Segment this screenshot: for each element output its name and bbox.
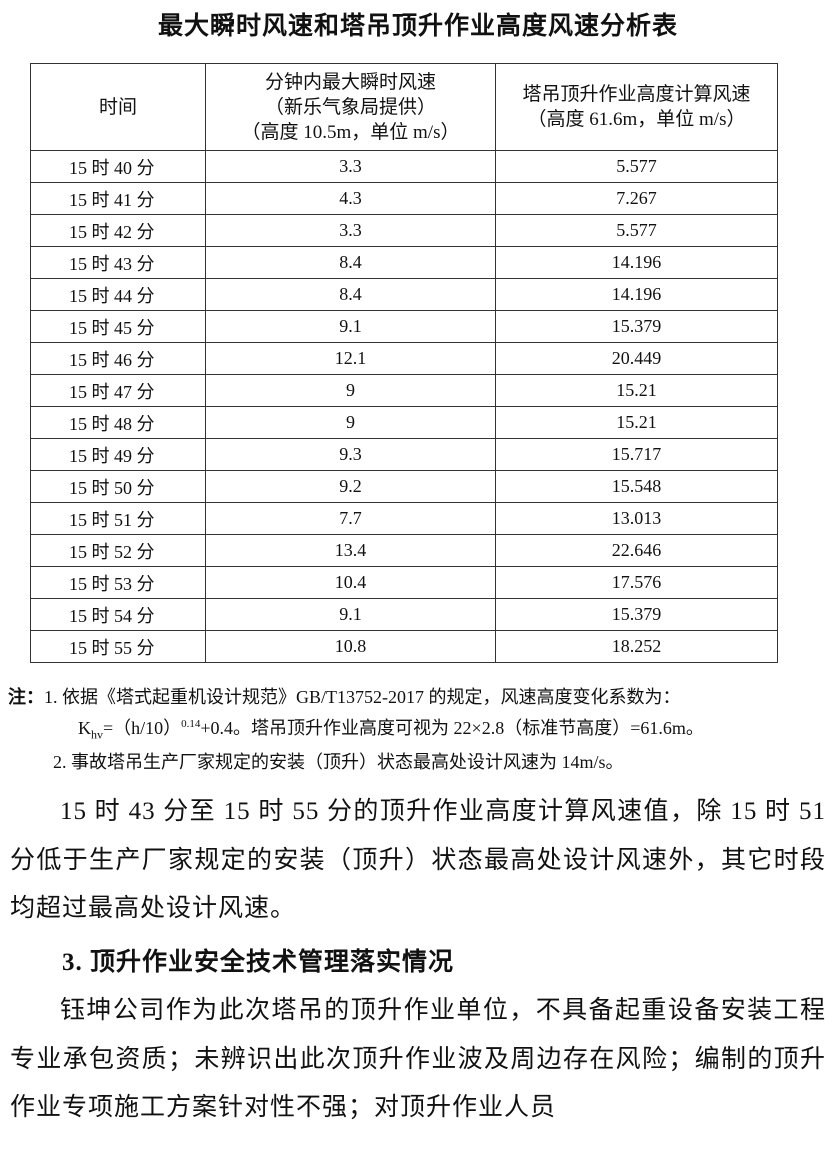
table-row: 15 时 45 分 9.1 15.379 xyxy=(30,310,778,343)
cell-measured-speed: 10.4 xyxy=(205,566,496,599)
cell-measured-speed: 3.3 xyxy=(205,150,496,183)
formula-sub: hv xyxy=(91,727,103,742)
table-row: 15 时 42 分 3.3 5.577 xyxy=(30,214,778,247)
cell-time: 15 时 42 分 xyxy=(30,214,206,247)
cell-time: 15 时 55 分 xyxy=(30,630,206,663)
cell-calculated-speed: 20.449 xyxy=(495,342,778,375)
cell-measured-speed: 4.3 xyxy=(205,182,496,215)
note-1-formula: Khv=（h/10）0.14+0.4。塔吊顶升作业高度可视为 22×2.8（标准… xyxy=(8,711,828,749)
wind-speed-table: 时间 分钟内最大瞬时风速 （新乐气象局提供） （高度 10.5m，单位 m/s）… xyxy=(30,63,778,663)
table-row: 15 时 44 分 8.4 14.196 xyxy=(30,278,778,311)
formula-k: K xyxy=(78,718,91,738)
header-time: 时间 xyxy=(30,63,206,151)
cell-calculated-speed: 17.576 xyxy=(495,566,778,599)
cell-measured-speed: 8.4 xyxy=(205,246,496,279)
cell-calculated-speed: 5.577 xyxy=(495,214,778,247)
cell-measured-speed: 9.1 xyxy=(205,310,496,343)
cell-measured-speed: 9.1 xyxy=(205,598,496,631)
cell-calculated-speed: 15.379 xyxy=(495,598,778,631)
formula-mid: =（h/10） xyxy=(103,718,182,738)
header-line: （新乐气象局提供） xyxy=(264,96,436,118)
cell-calculated-speed: 15.21 xyxy=(495,374,778,407)
cell-measured-speed: 7.7 xyxy=(205,502,496,535)
table-notes: 注：1. 依据《塔式起重机设计规范》GB/T13752-2017 的规定，风速高… xyxy=(8,684,828,776)
cell-calculated-speed: 14.196 xyxy=(495,246,778,279)
formula-end: +0.4。塔吊顶升作业高度可视为 22×2.8（标准节高度）=61.6m。 xyxy=(200,718,704,738)
cell-time: 15 时 50 分 xyxy=(30,470,206,503)
paragraph-2: 钰坤公司作为此次塔吊的顶升作业单位，不具备起重设备安装工程专业承包资质；未辨识出… xyxy=(10,997,826,1121)
cell-time: 15 时 46 分 xyxy=(30,342,206,375)
table-row: 15 时 43 分 8.4 14.196 xyxy=(30,246,778,279)
header-calculated-speed: 塔吊顶升作业高度计算风速 （高度 61.6m，单位 m/s） xyxy=(495,63,778,151)
table-row: 15 时 52 分 13.4 22.646 xyxy=(30,534,778,567)
cell-calculated-speed: 18.252 xyxy=(495,630,778,663)
cell-calculated-speed: 15.548 xyxy=(495,470,778,503)
table-row: 15 时 53 分 10.4 17.576 xyxy=(30,566,778,599)
cell-time: 15 时 54 分 xyxy=(30,598,206,631)
cell-time: 15 时 43 分 xyxy=(30,246,206,279)
cell-time: 15 时 45 分 xyxy=(30,310,206,343)
table-row: 15 时 49 分 9.3 15.717 xyxy=(30,438,778,471)
cell-calculated-speed: 5.577 xyxy=(495,150,778,183)
table-row: 15 时 46 分 12.1 20.449 xyxy=(30,342,778,375)
cell-calculated-speed: 15.379 xyxy=(495,310,778,343)
note-1: 1. 依据《塔式起重机设计规范》GB/T13752-2017 的规定，风速高度变… xyxy=(44,687,681,707)
formula-exponent: 0.14 xyxy=(181,718,201,730)
table-row: 15 时 54 分 9.1 15.379 xyxy=(30,598,778,631)
cell-measured-speed: 9 xyxy=(205,406,496,439)
table-row: 15 时 55 分 10.8 18.252 xyxy=(30,630,778,663)
cell-time: 15 时 44 分 xyxy=(30,278,206,311)
cell-time: 15 时 52 分 xyxy=(30,534,206,567)
table-title: 最大瞬时风速和塔吊顶升作业高度风速分析表 xyxy=(157,11,678,40)
cell-time: 15 时 49 分 xyxy=(30,438,206,471)
header-line: （高度 10.5m，单位 m/s） xyxy=(241,121,460,143)
cell-measured-speed: 8.4 xyxy=(205,278,496,311)
cell-calculated-speed: 13.013 xyxy=(495,502,778,535)
header-line: 塔吊顶升作业高度计算风速 xyxy=(522,84,751,105)
table-row: 15 时 51 分 7.7 13.013 xyxy=(30,502,778,535)
cell-measured-speed: 3.3 xyxy=(205,214,496,247)
note-2: 2. 事故塔吊生产厂家规定的安装（顶升）状态最高处设计风速为 14m/s。 xyxy=(53,751,624,772)
cell-time: 15 时 47 分 xyxy=(30,374,206,407)
cell-time: 15 时 40 分 xyxy=(30,150,206,183)
table-row: 15 时 50 分 9.2 15.548 xyxy=(30,470,778,503)
cell-time: 15 时 41 分 xyxy=(30,182,206,215)
cell-measured-speed: 12.1 xyxy=(205,342,496,375)
cell-time: 15 时 51 分 xyxy=(30,502,206,535)
cell-measured-speed: 9 xyxy=(205,374,496,407)
notes-label: 注： xyxy=(8,687,44,708)
cell-calculated-speed: 15.717 xyxy=(495,438,778,471)
cell-time: 15 时 48 分 xyxy=(30,406,206,439)
cell-measured-speed: 10.8 xyxy=(205,630,496,663)
paragraph-1: 15 时 43 分至 15 时 55 分的顶升作业高度计算风速值，除 15 时 … xyxy=(10,798,826,922)
cell-measured-speed: 9.2 xyxy=(205,470,496,503)
header-measured-speed: 分钟内最大瞬时风速 （新乐气象局提供） （高度 10.5m，单位 m/s） xyxy=(205,63,496,151)
table-row: 15 时 48 分 9 15.21 xyxy=(30,406,778,439)
section-heading: 3. 顶升作业安全技术管理落实情况 xyxy=(62,949,455,976)
cell-time: 15 时 53 分 xyxy=(30,566,206,599)
cell-measured-speed: 9.3 xyxy=(205,438,496,471)
table-row: 15 时 40 分 3.3 5.577 xyxy=(30,150,778,183)
table-header-row: 时间 分钟内最大瞬时风速 （新乐气象局提供） （高度 10.5m，单位 m/s）… xyxy=(30,63,778,151)
table-row: 15 时 41 分 4.3 7.267 xyxy=(30,182,778,215)
cell-calculated-speed: 7.267 xyxy=(495,182,778,215)
cell-calculated-speed: 14.196 xyxy=(495,278,778,311)
cell-calculated-speed: 15.21 xyxy=(495,406,778,439)
header-line: 分钟内最大瞬时风速 xyxy=(264,71,436,93)
header-line: （高度 61.6m，单位 m/s） xyxy=(527,109,746,130)
table-row: 15 时 47 分 9 15.21 xyxy=(30,374,778,407)
cell-measured-speed: 13.4 xyxy=(205,534,496,567)
cell-calculated-speed: 22.646 xyxy=(495,534,778,567)
